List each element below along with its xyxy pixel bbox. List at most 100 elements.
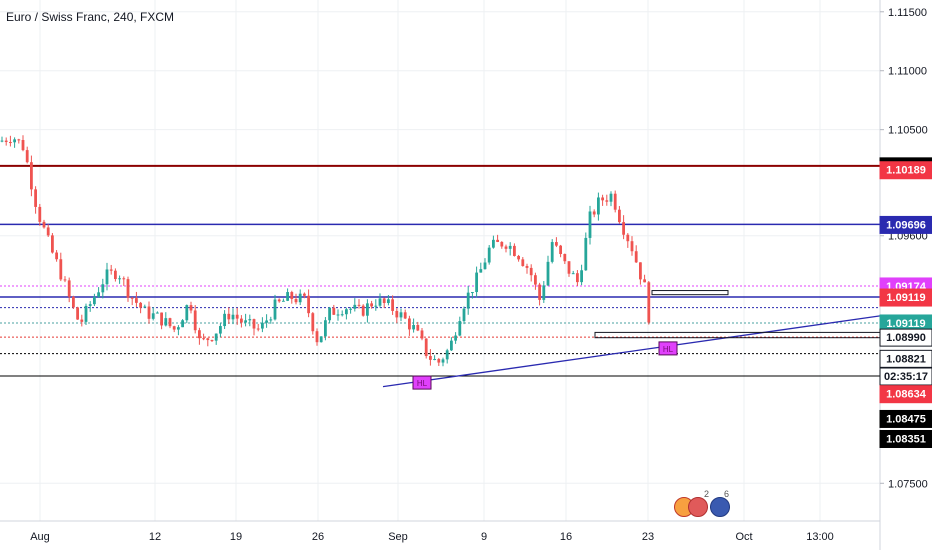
candle-body [487,247,491,263]
candle-body [273,299,277,320]
flag-icon[interactable] [710,497,730,517]
candle-body [571,273,575,275]
candle-body [105,269,109,285]
candle-body [588,211,592,238]
candle-body [185,305,189,321]
candle-body [21,140,25,151]
price-badge-label: 1.08475 [886,413,926,425]
candle-body [139,302,142,308]
price-badge[interactable] [879,429,932,448]
candle-body [130,297,134,299]
candle-body [550,242,554,262]
price-badge[interactable] [879,349,932,368]
candle-body [340,314,344,316]
candle-body [51,235,54,253]
candle-body [584,237,588,271]
candle-body [378,298,382,306]
candle-body [13,139,16,143]
price-badge[interactable] [879,409,932,428]
candle-body [114,270,117,280]
candle-body [290,292,294,300]
hl-marker[interactable] [412,375,432,390]
candle-body [525,265,529,268]
candle-body [63,279,67,281]
candle-body [38,206,42,222]
price-badge[interactable] [879,367,932,386]
price-badge[interactable] [879,215,932,234]
candle-body [252,319,256,329]
candle-body [88,304,92,306]
y-tick-label: 1.11000 [888,66,927,78]
price-badges: 1.101931.101891.096961.091741.091191.091… [879,157,932,448]
candle-body [374,305,378,307]
trendline[interactable] [382,315,881,388]
x-tick-label: 9 [481,531,487,543]
price-badge[interactable] [879,328,932,347]
candle-body [80,319,84,322]
candle-body [328,307,331,321]
candle-body [235,314,239,319]
candle-body [282,300,285,302]
price-badge[interactable] [879,288,932,307]
candle-body [412,325,415,330]
hl-marker[interactable] [658,341,678,356]
candle-body [454,335,457,341]
candle-body [647,282,651,323]
candle-body [492,239,495,248]
candle-body [67,280,71,297]
candle-body [433,359,436,361]
candle-body [210,340,214,342]
time-axis: Aug 12 19 26 Sep 9 16 23 Oct 13:00 [30,531,834,543]
candle-body [332,307,336,315]
candle-body [4,140,8,143]
candle-body [135,298,138,303]
price-badge[interactable] [879,161,932,180]
candle-body [156,312,159,314]
candle-body [416,325,420,331]
price-badge[interactable] [879,385,932,404]
candle-body [269,319,273,321]
candle-body [307,295,310,314]
x-tick-label: 23 [642,531,654,543]
trendline-layer [382,315,881,388]
candle-body [445,350,449,360]
candle-body [563,254,567,262]
candle-body [214,333,218,341]
x-tick-label: 12 [149,531,161,543]
candle-body [357,304,361,306]
candle-body [206,338,210,341]
candle-body [189,305,193,311]
zone-rect[interactable] [651,290,729,296]
candle-body [265,320,268,323]
candle-body [441,359,445,363]
x-tick-label: Sep [388,531,408,543]
candle-body [408,318,411,330]
candle-body [223,313,226,327]
candle-body [0,140,4,142]
candle-body [429,356,432,360]
candle-body [294,299,298,303]
candle-body [17,139,21,141]
candle-body [538,284,541,300]
chart-title: Euro / Swiss Franc, 240, FXCM [6,10,175,24]
candle-body [172,326,176,330]
flag-icon[interactable] [688,497,708,517]
candle-body [353,304,357,309]
event-count: 2 [704,489,710,499]
candle-body [403,312,407,319]
hl-marker-label: HL [663,345,674,354]
candle-body [97,292,100,297]
price-badge-label: 1.08351 [886,433,926,445]
price-badge-label: 1.08821 [886,353,926,365]
candle-body [76,307,79,320]
candle-body [567,261,571,274]
price-badge-label: 1.09696 [886,219,926,231]
candle-body [513,245,516,256]
candle-body [391,299,394,311]
candle-body [42,221,46,228]
candle-body [634,251,638,263]
price-badge-label: 1.08634 [886,389,927,401]
candle-body [475,272,478,293]
hl-marker-label: HL [417,379,428,388]
